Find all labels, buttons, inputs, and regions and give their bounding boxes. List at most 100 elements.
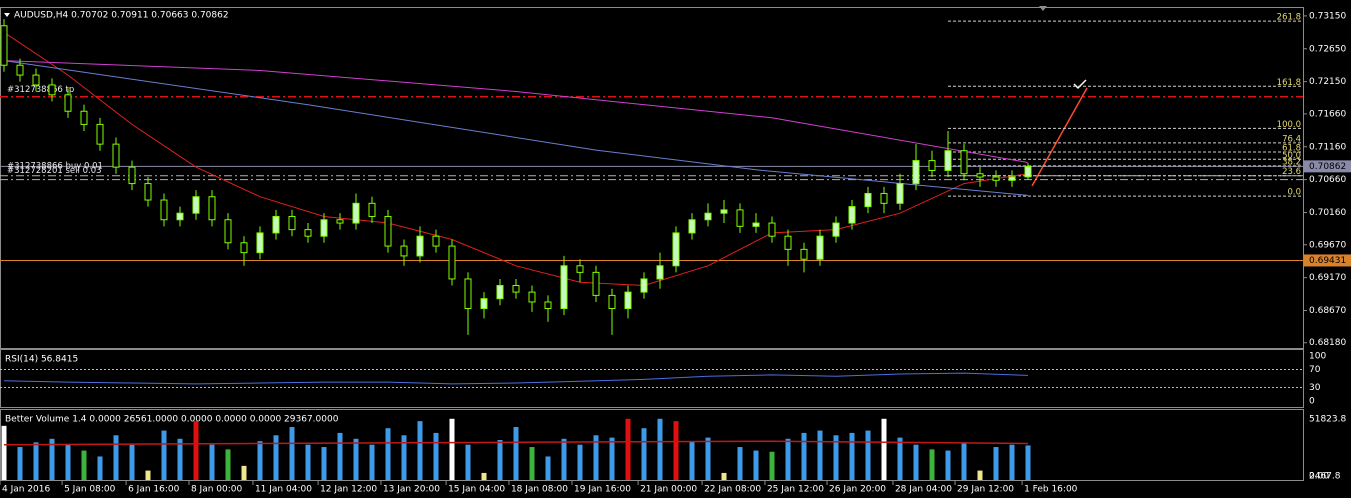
volume-bar bbox=[737, 447, 743, 480]
candle-body bbox=[64, 94, 72, 112]
candle-body bbox=[224, 219, 232, 244]
volume-bar bbox=[1009, 444, 1015, 480]
candle-body bbox=[336, 219, 344, 224]
volume-bar bbox=[241, 465, 247, 480]
check-mark bbox=[1073, 79, 1087, 90]
frames bbox=[0, 7, 1304, 481]
volume-bar bbox=[321, 447, 327, 480]
volume-bar bbox=[785, 438, 791, 480]
volume-tick-label: 0.00 bbox=[1309, 472, 1329, 482]
volume-bar bbox=[545, 456, 551, 480]
volume-bar bbox=[209, 444, 215, 480]
volume-bar bbox=[17, 447, 23, 480]
volume-bar bbox=[577, 444, 583, 480]
candle-body bbox=[176, 212, 184, 221]
volume-bar bbox=[177, 438, 183, 480]
candle-body bbox=[512, 285, 520, 293]
candle-body bbox=[320, 219, 328, 237]
candle-body bbox=[256, 232, 264, 254]
volume-bar bbox=[225, 449, 231, 480]
volume-bar bbox=[561, 438, 567, 480]
fib-label: 76.4 bbox=[1282, 134, 1301, 144]
x-tick-label: 4 Jan 2016 bbox=[2, 485, 50, 495]
volume-bar bbox=[193, 421, 199, 480]
volume-bar bbox=[257, 441, 263, 480]
y-tick-label: 0.72150 bbox=[1309, 77, 1346, 87]
rsi-panel bbox=[0, 349, 1304, 408]
volume-bar bbox=[65, 444, 71, 480]
volume-bar bbox=[849, 432, 855, 480]
candle-body bbox=[896, 183, 904, 204]
x-tick-label: 22 Jan 08:00 bbox=[704, 485, 761, 495]
candle-body bbox=[976, 173, 984, 178]
volume-bar bbox=[353, 438, 359, 480]
volume-bar bbox=[961, 442, 967, 480]
fib-label: 50.0 bbox=[1282, 151, 1301, 161]
candle-body bbox=[672, 232, 680, 267]
volume-bar bbox=[593, 435, 599, 480]
candle-body bbox=[112, 143, 120, 168]
candle-body bbox=[80, 110, 88, 125]
volume-label: Better Volume 1.4 0.0000 26561.0000 0.00… bbox=[5, 415, 339, 425]
price-label: 0.69431 bbox=[1309, 256, 1346, 266]
volume-bar bbox=[417, 421, 423, 480]
order-label: #312728201 sell 0.03 bbox=[7, 166, 102, 176]
candle-body bbox=[384, 215, 392, 247]
volume-bar bbox=[833, 435, 839, 480]
volume-bar bbox=[97, 456, 103, 480]
x-tick-label: 12 Jan 12:00 bbox=[320, 485, 377, 495]
candle-body bbox=[544, 301, 552, 310]
volume-bar bbox=[145, 470, 151, 480]
rsi-line bbox=[3, 372, 1029, 385]
candle-body bbox=[448, 245, 456, 280]
volume-bar bbox=[81, 450, 87, 480]
volume-bar bbox=[49, 438, 55, 480]
y-tick-label: 0.70160 bbox=[1309, 208, 1346, 218]
volume-bar bbox=[513, 427, 519, 480]
y-tick-label: 0.73150 bbox=[1309, 11, 1346, 21]
candle-body bbox=[416, 235, 424, 257]
candle-body bbox=[864, 192, 872, 208]
candle-body bbox=[832, 222, 840, 237]
fib-label: 23.6 bbox=[1282, 167, 1301, 177]
volume-bar bbox=[657, 418, 663, 480]
volume-bar bbox=[865, 430, 871, 480]
candle-body bbox=[704, 212, 712, 221]
candle-body bbox=[768, 222, 776, 237]
candle-body bbox=[0, 25, 8, 66]
ma-line bbox=[3, 31, 1029, 287]
volume-bar bbox=[705, 437, 711, 480]
volume-bar bbox=[129, 444, 135, 480]
volume-bar bbox=[721, 472, 727, 480]
rsi-tick-label: 0 bbox=[1309, 397, 1315, 407]
volume-bar bbox=[625, 418, 631, 480]
x-tick-label: 19 Jan 16:00 bbox=[574, 485, 631, 495]
volume-bar bbox=[305, 444, 311, 480]
fib-label: 261.8 bbox=[1277, 13, 1301, 23]
fib-label: 0.0 bbox=[1287, 188, 1301, 198]
volume-avg bbox=[3, 440, 1029, 446]
candle-body bbox=[944, 150, 952, 171]
volume-bar bbox=[385, 428, 391, 480]
candle-body bbox=[592, 271, 600, 296]
x-tick-label: 6 Jan 16:00 bbox=[128, 485, 180, 495]
rsi-tick-label: 30 bbox=[1309, 383, 1321, 393]
volume-bar bbox=[673, 421, 679, 480]
candle-body bbox=[48, 84, 56, 96]
volume-bar bbox=[801, 432, 807, 480]
x-tick-label: 11 Jan 04:00 bbox=[255, 485, 312, 495]
candle-body bbox=[1024, 165, 1032, 178]
menu-triangle bbox=[4, 13, 10, 17]
price-label-box bbox=[1304, 254, 1351, 267]
volume-panel bbox=[0, 409, 1304, 481]
candle-body bbox=[752, 222, 760, 227]
y-tick-label: 0.68180 bbox=[1309, 338, 1346, 348]
x-tick-label: 5 Jan 08:00 bbox=[64, 485, 116, 495]
volume-bar bbox=[817, 430, 823, 480]
candle-body bbox=[576, 265, 584, 273]
candle-body bbox=[528, 291, 536, 303]
candle-body bbox=[656, 265, 664, 280]
chart-title: AUDUSD,H4 0.70702 0.70911 0.70663 0.7086… bbox=[14, 11, 229, 21]
volume-bar bbox=[689, 441, 695, 480]
